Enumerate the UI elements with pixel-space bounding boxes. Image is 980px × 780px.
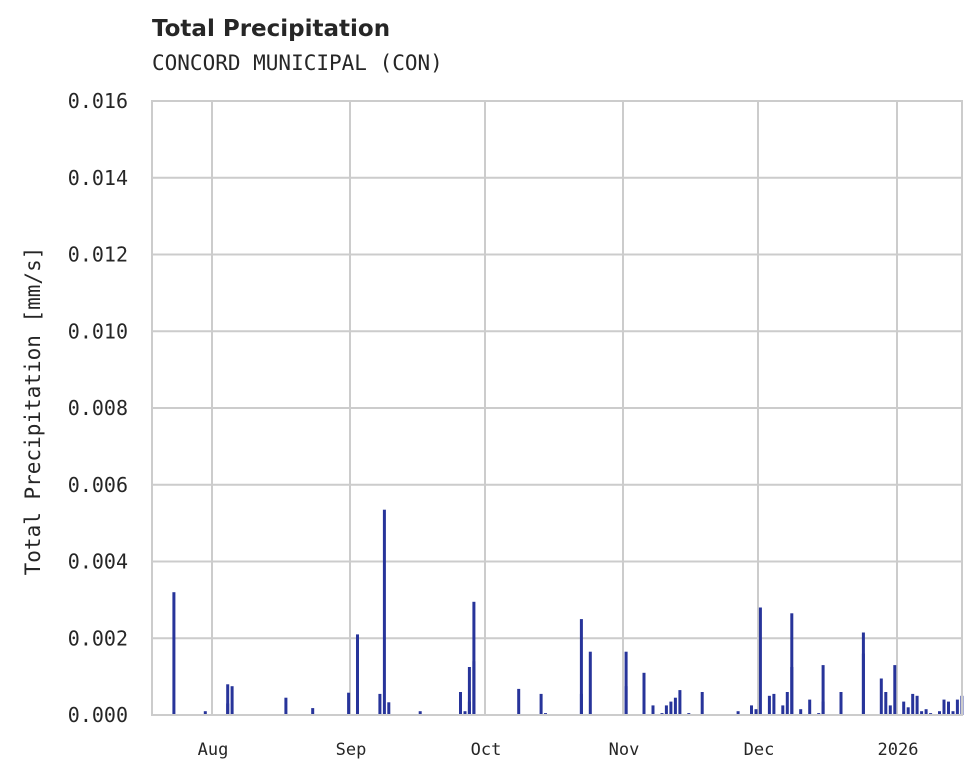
precipitation-bar — [911, 693, 915, 715]
precipitation-bar — [754, 709, 758, 715]
precipitation-bar — [472, 601, 476, 715]
precipitation-bar — [669, 701, 673, 715]
precipitation-bar — [906, 707, 910, 715]
precipitation-bar — [382, 509, 386, 715]
precipitation-bar — [226, 684, 230, 715]
precipitation-bar — [861, 632, 865, 715]
precipitation-bar — [539, 693, 543, 715]
y-tick-label: 0.004 — [68, 550, 128, 574]
precipitation-bar — [839, 692, 843, 715]
precipitation-bar — [418, 711, 422, 715]
precipitation-bar — [884, 692, 888, 715]
y-tick-label: 0.016 — [68, 89, 128, 113]
precipitation-bar — [284, 697, 288, 715]
precipitation-bar — [790, 613, 794, 715]
precipitation-bar — [767, 695, 771, 715]
precipitation-bar — [758, 607, 762, 715]
precipitation-bar — [750, 705, 753, 715]
y-tick-label: 0.006 — [68, 473, 128, 497]
x-tick-label: Aug — [198, 740, 229, 760]
precipitation-bar — [799, 709, 803, 715]
y-tick-label: 0.008 — [68, 396, 128, 420]
precipitation-bar — [517, 688, 521, 715]
precipitation-bar — [893, 665, 897, 715]
plot-frame — [151, 100, 963, 716]
precipitation-bar — [902, 701, 906, 715]
x-tick-label: Oct — [471, 740, 502, 760]
precipitation-bar — [924, 709, 928, 715]
precipitation-bar — [347, 692, 351, 715]
y-tick-label: 0.014 — [68, 166, 128, 190]
precipitation-bar — [378, 693, 382, 715]
precipitation-bar — [772, 693, 776, 715]
precipitation-bar — [879, 678, 883, 715]
precipitation-bar — [624, 686, 628, 715]
y-tick-label: 0.002 — [68, 626, 128, 650]
precipitation-bar — [472, 661, 476, 715]
precipitation-bar — [947, 701, 950, 715]
precipitation-bar — [942, 699, 946, 715]
precipitation-bar — [588, 651, 592, 715]
precipitation-bar — [651, 705, 655, 715]
precipitation-bars — [172, 509, 964, 715]
y-tick-label: 0.000 — [68, 703, 128, 727]
precipitation-bar — [938, 711, 941, 715]
precipitation-bar — [356, 647, 359, 715]
precipitation-bar — [951, 711, 955, 715]
precipitation-bar — [579, 693, 583, 715]
chart-subtitle: CONCORD MUNICIPAL (CON) — [152, 51, 443, 75]
precipitation-bar — [821, 701, 825, 715]
precipitation-bar — [664, 705, 668, 715]
precipitation-bar — [579, 619, 583, 715]
precipitation-bar — [821, 665, 825, 715]
precipitation-bar — [459, 692, 462, 715]
precipitation-bar — [311, 708, 315, 715]
x-tick-label: Dec — [744, 740, 775, 760]
y-tick-label: 0.010 — [68, 319, 128, 343]
chart-title: Total Precipitation — [152, 16, 391, 42]
precipitation-bar — [673, 697, 677, 715]
precipitation-bar — [467, 667, 471, 715]
precipitation-bar — [785, 692, 789, 715]
precipitation-bar — [920, 711, 924, 715]
y-axis-label: Total Precipitation [mm/s] — [21, 247, 45, 576]
grid-lines — [152, 100, 962, 716]
x-tick-label: Sep — [336, 740, 367, 760]
precipitation-bar — [624, 651, 628, 715]
precipitation-bar — [955, 699, 959, 715]
precipitation-bar — [678, 690, 682, 715]
precipitation-bar — [736, 711, 740, 715]
precipitation-bar — [888, 705, 892, 715]
x-axis-ticks: Aug Sep Oct Nov Dec 2026 — [198, 740, 919, 760]
precipitation-bar — [463, 711, 467, 715]
precipitation-bar — [700, 692, 704, 715]
precipitation-bar — [172, 592, 176, 715]
precipitation-bar — [642, 672, 646, 715]
precipitation-bar — [203, 711, 207, 715]
x-tick-label: 2026 — [878, 740, 919, 760]
y-axis-ticks: 0.000 0.002 0.004 0.006 0.008 0.010 0.012 0.014… — [68, 89, 128, 727]
precipitation-bar — [781, 705, 785, 715]
x-tick-label: Nov — [609, 740, 640, 760]
precipitation-bar — [230, 686, 234, 715]
precipitation-bar — [915, 695, 919, 715]
y-tick-label: 0.012 — [68, 243, 128, 267]
precipitation-bar — [387, 702, 391, 715]
precipitation-bar — [790, 667, 794, 715]
precipitation-bar — [808, 699, 812, 715]
